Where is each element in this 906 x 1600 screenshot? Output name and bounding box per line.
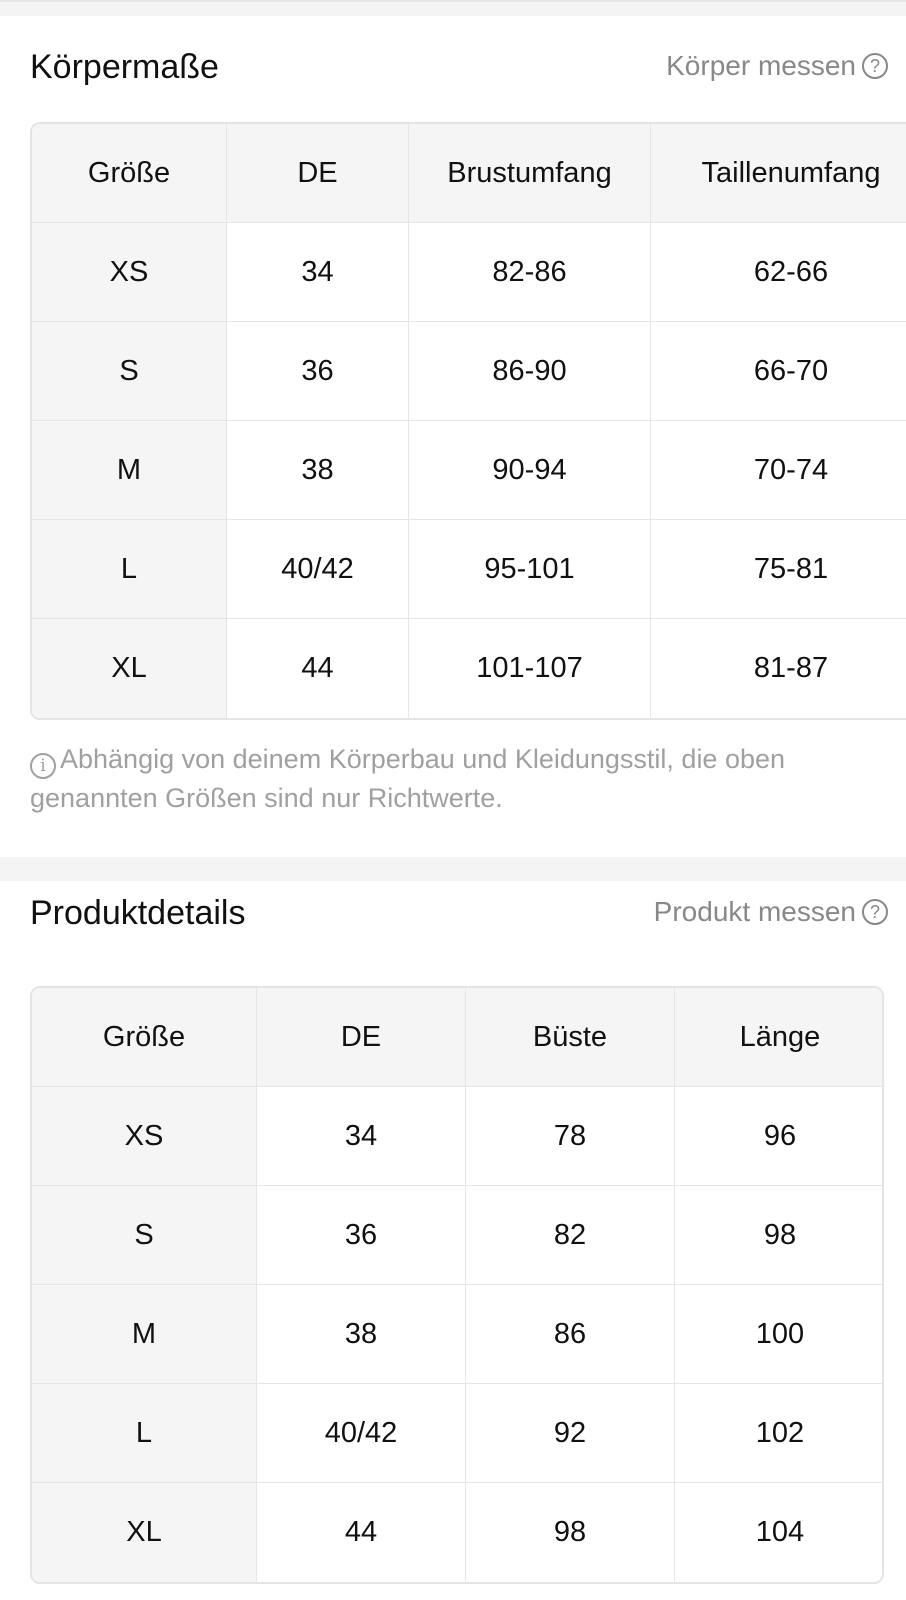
- column-header: Größe: [32, 988, 257, 1087]
- product-size-table: Größe DE Büste Länge XS 34 78 96 S 36 82 98 M 38 86 100…: [30, 986, 884, 1584]
- table-cell: 38: [227, 421, 409, 520]
- table-cell: 92: [466, 1384, 675, 1483]
- table-cell: 40/42: [257, 1384, 466, 1483]
- size-label-cell: L: [32, 1384, 257, 1483]
- column-header: Taillenumfang: [651, 124, 906, 223]
- size-note: i Abhängig von deinem Körperbau und Kleid…: [30, 740, 870, 817]
- measure-body-link[interactable]: Körper messen?: [666, 50, 888, 82]
- measure-product-label: Produkt messen: [653, 896, 856, 927]
- section-title-body: Körpermaße: [30, 48, 219, 86]
- section-separator: [0, 857, 906, 881]
- table-cell: 40/42: [227, 520, 409, 619]
- table-cell: 78: [466, 1087, 675, 1186]
- column-header: DE: [257, 988, 466, 1087]
- table-cell: 86: [466, 1285, 675, 1384]
- size-label-cell: M: [32, 1285, 257, 1384]
- table-cell: 82: [466, 1186, 675, 1285]
- body-size-table: Größe DE Brustumfang Taillenumfang XS 34 82-86…: [30, 122, 906, 720]
- table-cell: 34: [227, 223, 409, 322]
- table-cell: 36: [227, 322, 409, 421]
- table-cell: 90-94: [409, 421, 651, 520]
- help-icon: ?: [862, 53, 888, 79]
- table-cell: 96: [675, 1087, 882, 1186]
- size-label-cell: L: [32, 520, 227, 619]
- table-cell: 44: [257, 1483, 466, 1582]
- table-cell: 81-87: [651, 619, 906, 718]
- column-header: Länge: [675, 988, 882, 1087]
- table-cell: 62-66: [651, 223, 906, 322]
- size-label-cell: S: [32, 322, 227, 421]
- size-label-cell: XS: [32, 223, 227, 322]
- size-label-cell: XL: [32, 619, 227, 718]
- table-cell: 66-70: [651, 322, 906, 421]
- column-header: Brustumfang: [409, 124, 651, 223]
- table-cell: 70-74: [651, 421, 906, 520]
- measure-product-link[interactable]: Produkt messen?: [654, 896, 888, 928]
- table-cell: 95-101: [409, 520, 651, 619]
- table-cell: 102: [675, 1384, 882, 1483]
- column-header: Größe: [32, 124, 227, 223]
- table-cell: 104: [675, 1483, 882, 1582]
- measure-body-label: Körper messen: [666, 50, 856, 81]
- table-cell: 101-107: [409, 619, 651, 718]
- column-header: Büste: [466, 988, 675, 1087]
- size-label-cell: XL: [32, 1483, 257, 1582]
- table-cell: 36: [257, 1186, 466, 1285]
- section-title-product: Produktdetails: [30, 894, 246, 932]
- size-label-cell: M: [32, 421, 227, 520]
- table-cell: 86-90: [409, 322, 651, 421]
- help-icon: ?: [862, 899, 888, 925]
- table-cell: 75-81: [651, 520, 906, 619]
- table-cell: 98: [466, 1483, 675, 1582]
- column-header: DE: [227, 124, 409, 223]
- size-label-cell: S: [32, 1186, 257, 1285]
- table-cell: 100: [675, 1285, 882, 1384]
- top-divider: [0, 0, 906, 16]
- info-icon: i: [30, 753, 56, 779]
- table-cell: 34: [257, 1087, 466, 1186]
- table-cell: 44: [227, 619, 409, 718]
- table-cell: 38: [257, 1285, 466, 1384]
- size-label-cell: XS: [32, 1087, 257, 1186]
- size-note-text: Abhängig von deinem Körperbau und Kleidu…: [30, 744, 786, 813]
- table-cell: 98: [675, 1186, 882, 1285]
- table-cell: 82-86: [409, 223, 651, 322]
